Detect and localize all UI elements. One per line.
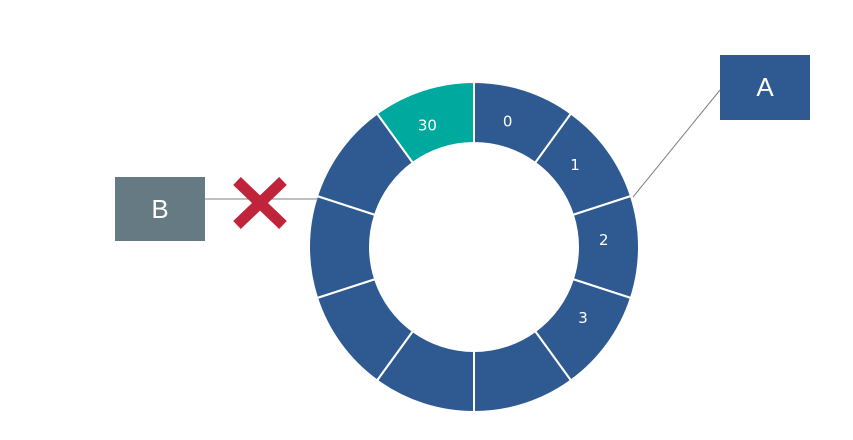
- ring-segment-label: 2: [599, 231, 609, 249]
- ring-segment-label: 1: [570, 156, 580, 174]
- ring-segment-highlighted: [375, 80, 475, 165]
- node-a: A: [720, 55, 810, 120]
- node-b: B: [115, 177, 205, 241]
- blocked-cross-icon: [233, 177, 287, 229]
- ring-segment-label: 0: [503, 112, 513, 130]
- connector-a: [632, 89, 721, 198]
- ring-segment-label: 30: [418, 117, 437, 135]
- ring-segments: 0 1 2 3 30: [308, 80, 640, 414]
- ring-segment-label: 3: [578, 309, 588, 327]
